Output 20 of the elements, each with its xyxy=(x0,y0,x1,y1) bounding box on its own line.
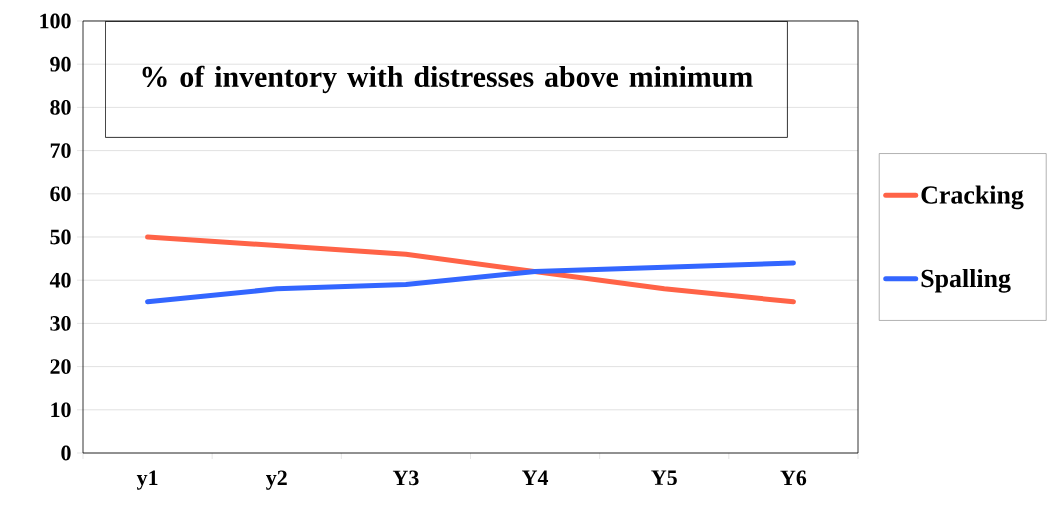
y-tick-label: 60 xyxy=(50,186,71,202)
x-tick-label: Y6 xyxy=(780,470,807,486)
legend-label: Spalling xyxy=(921,268,1011,293)
y-tick-label: 20 xyxy=(50,359,71,374)
x-tick-label: y2 xyxy=(266,470,287,490)
y-tick-label: 50 xyxy=(50,229,71,245)
x-tick-label: y1 xyxy=(136,470,158,490)
x-tick-label: Y4 xyxy=(522,470,549,485)
y-tick-label: 80 xyxy=(50,100,71,115)
y-tick-label: 70 xyxy=(50,143,71,158)
y-tick-label: 90 xyxy=(50,56,71,72)
x-tick-label: Y3 xyxy=(392,470,419,486)
y-tick-label: 30 xyxy=(50,316,71,331)
y-tick-label: 100 xyxy=(40,13,71,29)
y-tick-label: 0 xyxy=(61,445,71,461)
legend-label: Cracking xyxy=(921,185,1024,210)
text: % of inventory with distresses above minimum xyxy=(142,65,753,94)
x-tick-label: Y5 xyxy=(651,470,677,486)
y-tick-label: 40 xyxy=(49,272,71,288)
y-tick-label: 10 xyxy=(51,402,71,418)
